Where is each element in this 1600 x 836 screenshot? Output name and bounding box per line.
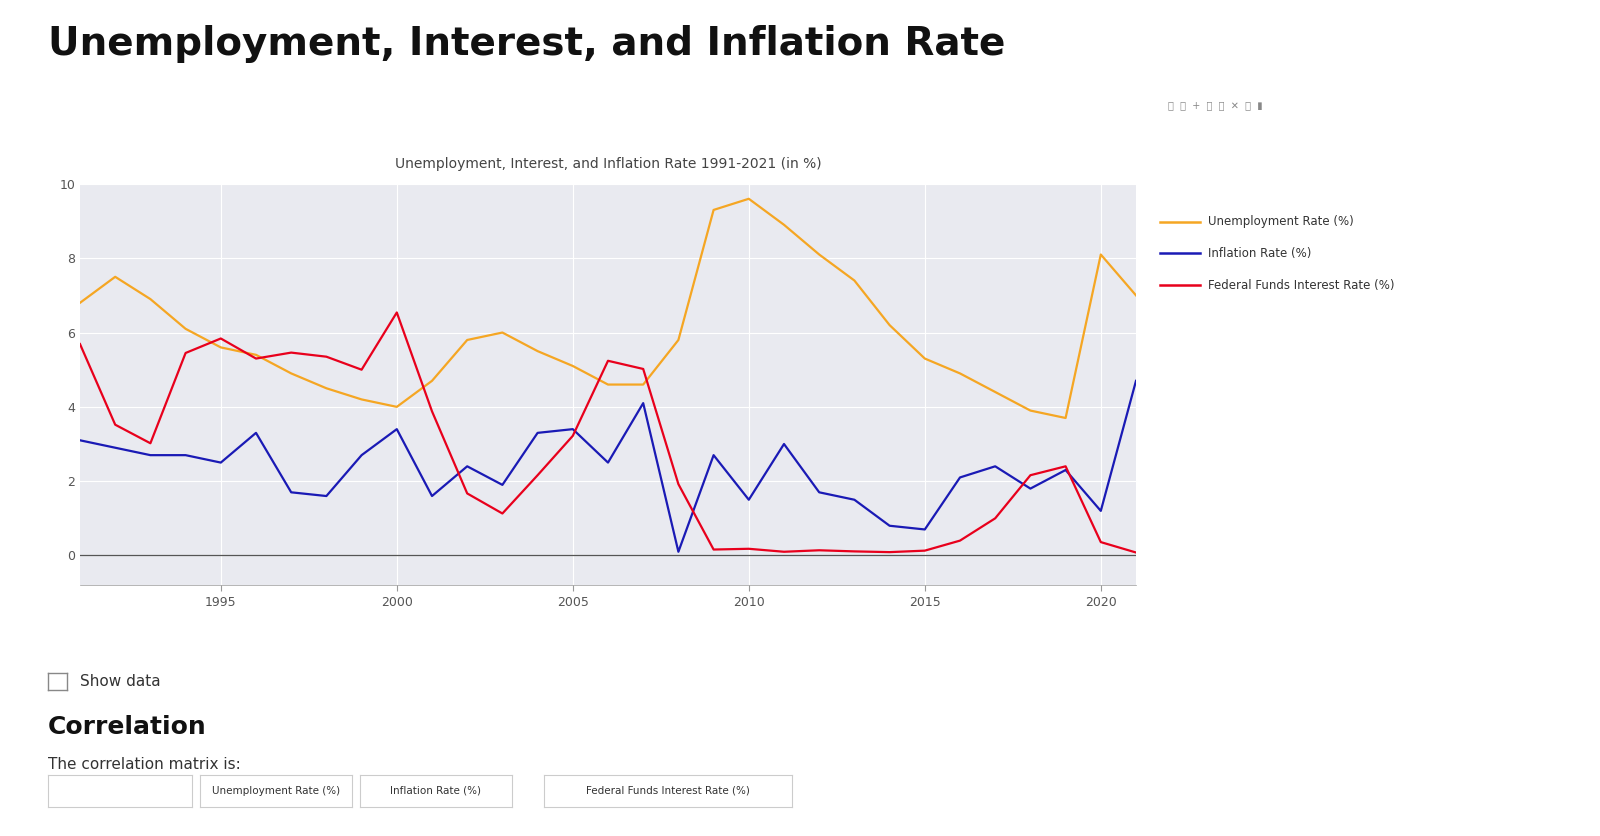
Text: Unemployment Rate (%): Unemployment Rate (%) [1208,215,1354,228]
Text: ⬜  🔍  +  ⬜  ⬜  ✕  ⬜  ▮: ⬜ 🔍 + ⬜ ⬜ ✕ ⬜ ▮ [1168,100,1262,110]
Text: Unemployment, Interest, and Inflation Rate: Unemployment, Interest, and Inflation Ra… [48,25,1005,63]
Text: Show data: Show data [80,674,160,689]
Text: Inflation Rate (%): Inflation Rate (%) [390,786,482,796]
Text: Unemployment, Interest, and Inflation Rate 1991-2021 (in %): Unemployment, Interest, and Inflation Ra… [395,157,821,171]
Text: Correlation: Correlation [48,715,206,739]
Text: Inflation Rate (%): Inflation Rate (%) [1208,247,1312,260]
Text: Federal Funds Interest Rate (%): Federal Funds Interest Rate (%) [1208,278,1395,292]
Text: Unemployment Rate (%): Unemployment Rate (%) [211,786,341,796]
Text: Federal Funds Interest Rate (%): Federal Funds Interest Rate (%) [586,786,750,796]
Text: The correlation matrix is:: The correlation matrix is: [48,757,240,772]
